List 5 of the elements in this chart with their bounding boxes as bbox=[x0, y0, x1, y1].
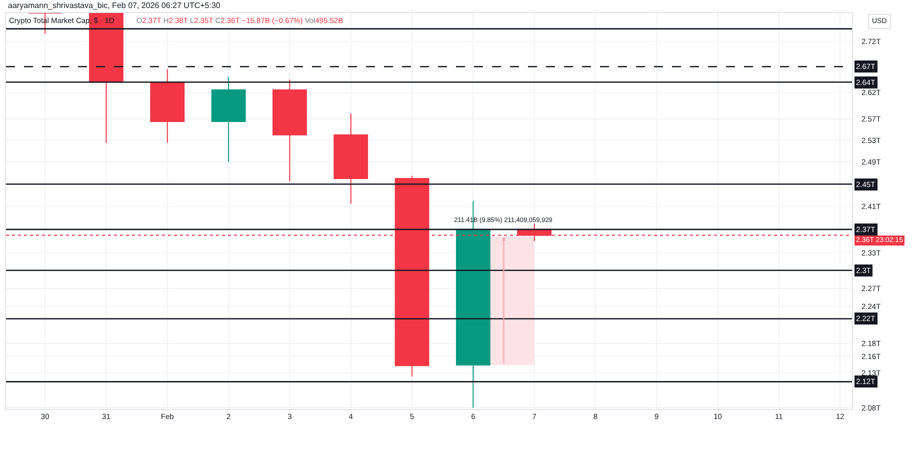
candlestick bbox=[211, 76, 246, 162]
candlestick bbox=[334, 112, 368, 204]
text: aaryamann_shrivastava_bic, Feb 07, 2026 06:27 UTC+5:30 bbox=[8, 1, 220, 11]
candlestick bbox=[150, 68, 185, 144]
candlestick bbox=[272, 79, 307, 182]
